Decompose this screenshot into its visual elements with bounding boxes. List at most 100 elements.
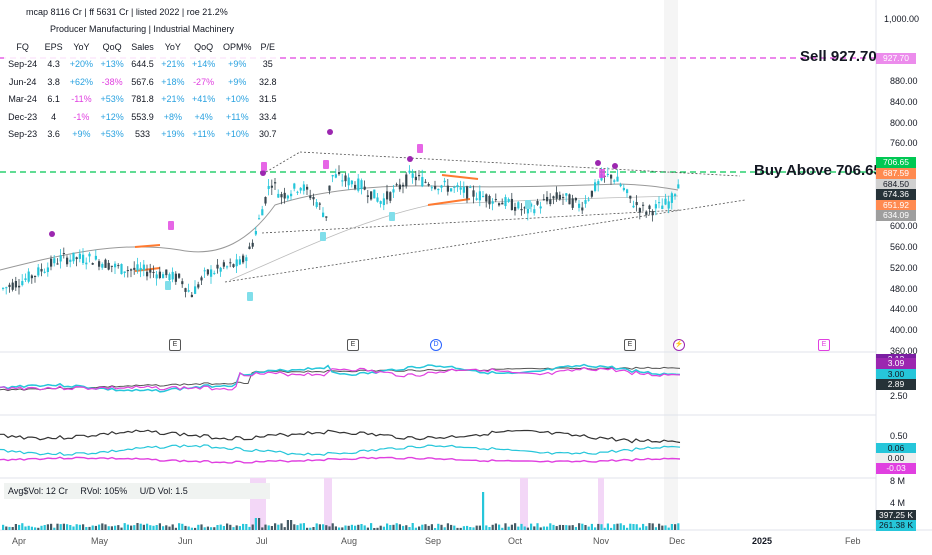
candle-body <box>43 271 46 273</box>
volume-bar <box>638 527 641 530</box>
volume-bar <box>331 523 334 530</box>
earnings-marker[interactable]: E <box>624 339 636 351</box>
table-cell: 3.6 <box>47 129 60 140</box>
volume-bar <box>491 524 494 530</box>
candle-body <box>661 205 664 210</box>
earnings-marker[interactable]: E <box>347 339 359 351</box>
dividend-marker[interactable]: D <box>430 339 442 351</box>
candle-body <box>216 264 219 269</box>
volume-bar <box>210 527 213 530</box>
candle-body <box>194 286 197 294</box>
candle-body <box>651 211 654 216</box>
volume-bar <box>91 525 94 530</box>
candle-body <box>328 185 331 191</box>
volume-bar <box>363 525 366 530</box>
volume-bar <box>59 524 62 530</box>
table-cell: Sep-23 <box>8 129 38 140</box>
candle-body <box>210 269 213 277</box>
volume-bar <box>203 527 206 530</box>
volume-bar <box>510 524 513 530</box>
candle-body <box>30 275 33 279</box>
candle-body <box>213 272 216 274</box>
candle-body <box>414 176 417 181</box>
candle-body <box>619 184 622 187</box>
volume-bar <box>283 527 286 530</box>
volume-bar <box>322 524 325 530</box>
candle-body <box>258 218 261 220</box>
candle-body <box>376 197 379 202</box>
volume-bar <box>274 523 277 530</box>
vol-badge: 261.38 K <box>876 520 916 531</box>
volume-bar <box>2 524 5 530</box>
candle-body <box>187 290 190 292</box>
candle-body <box>226 266 229 268</box>
volume-bar <box>664 525 667 530</box>
volume-bar <box>267 525 270 530</box>
candle-body <box>34 275 37 277</box>
volume-bar <box>50 523 53 530</box>
split-marker[interactable]: ⚡ <box>673 339 685 351</box>
candle-body <box>405 174 408 187</box>
time-tick: Oct <box>508 536 523 546</box>
candle-body <box>72 252 75 262</box>
volume-bar <box>530 523 533 530</box>
volume-bar <box>325 525 328 530</box>
candle-body <box>338 172 341 175</box>
table-cell: 30.7 <box>259 129 277 140</box>
candle-body <box>494 199 497 201</box>
candle-body <box>184 288 187 292</box>
candle-body <box>315 202 318 207</box>
table-cell: Jun-24 <box>8 76 37 87</box>
volume-bar <box>194 527 197 530</box>
price-tick: 360.00 <box>890 346 918 356</box>
candle-body <box>267 185 270 189</box>
price-tick: 560.00 <box>890 242 918 252</box>
earnings-marker[interactable]: E <box>169 339 181 351</box>
volume-bar <box>581 523 584 530</box>
candle-body <box>331 175 334 177</box>
candle-body <box>2 287 5 289</box>
volume-bar <box>360 524 363 530</box>
volume-bar <box>347 525 350 530</box>
candle-body <box>373 189 376 199</box>
candle-body <box>229 262 232 264</box>
candle-body <box>667 201 670 209</box>
candle-body <box>552 196 555 199</box>
price-tick: 880.00 <box>890 76 918 86</box>
candle-body <box>424 181 427 183</box>
candle-body <box>629 195 632 199</box>
earnings-marker[interactable]: E <box>818 339 830 351</box>
volume-bar <box>526 527 529 530</box>
volume-bar <box>120 527 123 530</box>
table-cell: 644.5 <box>131 59 154 70</box>
price-tick: 400.00 <box>890 325 918 335</box>
volume-bar <box>626 527 629 530</box>
volume-bar <box>123 523 126 530</box>
rs-tick: 2.50 <box>890 391 908 401</box>
volume-bar <box>104 524 107 530</box>
table-row: Sep-23 3.6 +9% +53% 533 +19% +11% +10% 30.7 <box>4 126 280 144</box>
buy-signal-flag <box>247 292 253 301</box>
volume-bar <box>546 526 549 530</box>
candle-body <box>658 202 661 204</box>
volume-bar <box>450 524 453 530</box>
candle-body <box>670 193 673 203</box>
volume-bar <box>661 525 664 530</box>
volume-bar <box>440 524 443 530</box>
volume-bar <box>376 527 379 530</box>
candle-body <box>488 195 491 205</box>
price-tick: 800.00 <box>890 118 918 128</box>
candle-body <box>504 197 507 207</box>
candle-body <box>613 180 616 182</box>
candle-body <box>379 201 382 204</box>
candle-body <box>171 271 174 280</box>
price-tick: 840.00 <box>890 97 918 107</box>
volume-bar <box>603 527 606 530</box>
time-tick: May <box>91 536 109 546</box>
candle-body <box>482 195 485 197</box>
volume-bar <box>520 523 523 530</box>
candle-body <box>82 254 85 264</box>
volume-bar <box>98 524 101 530</box>
